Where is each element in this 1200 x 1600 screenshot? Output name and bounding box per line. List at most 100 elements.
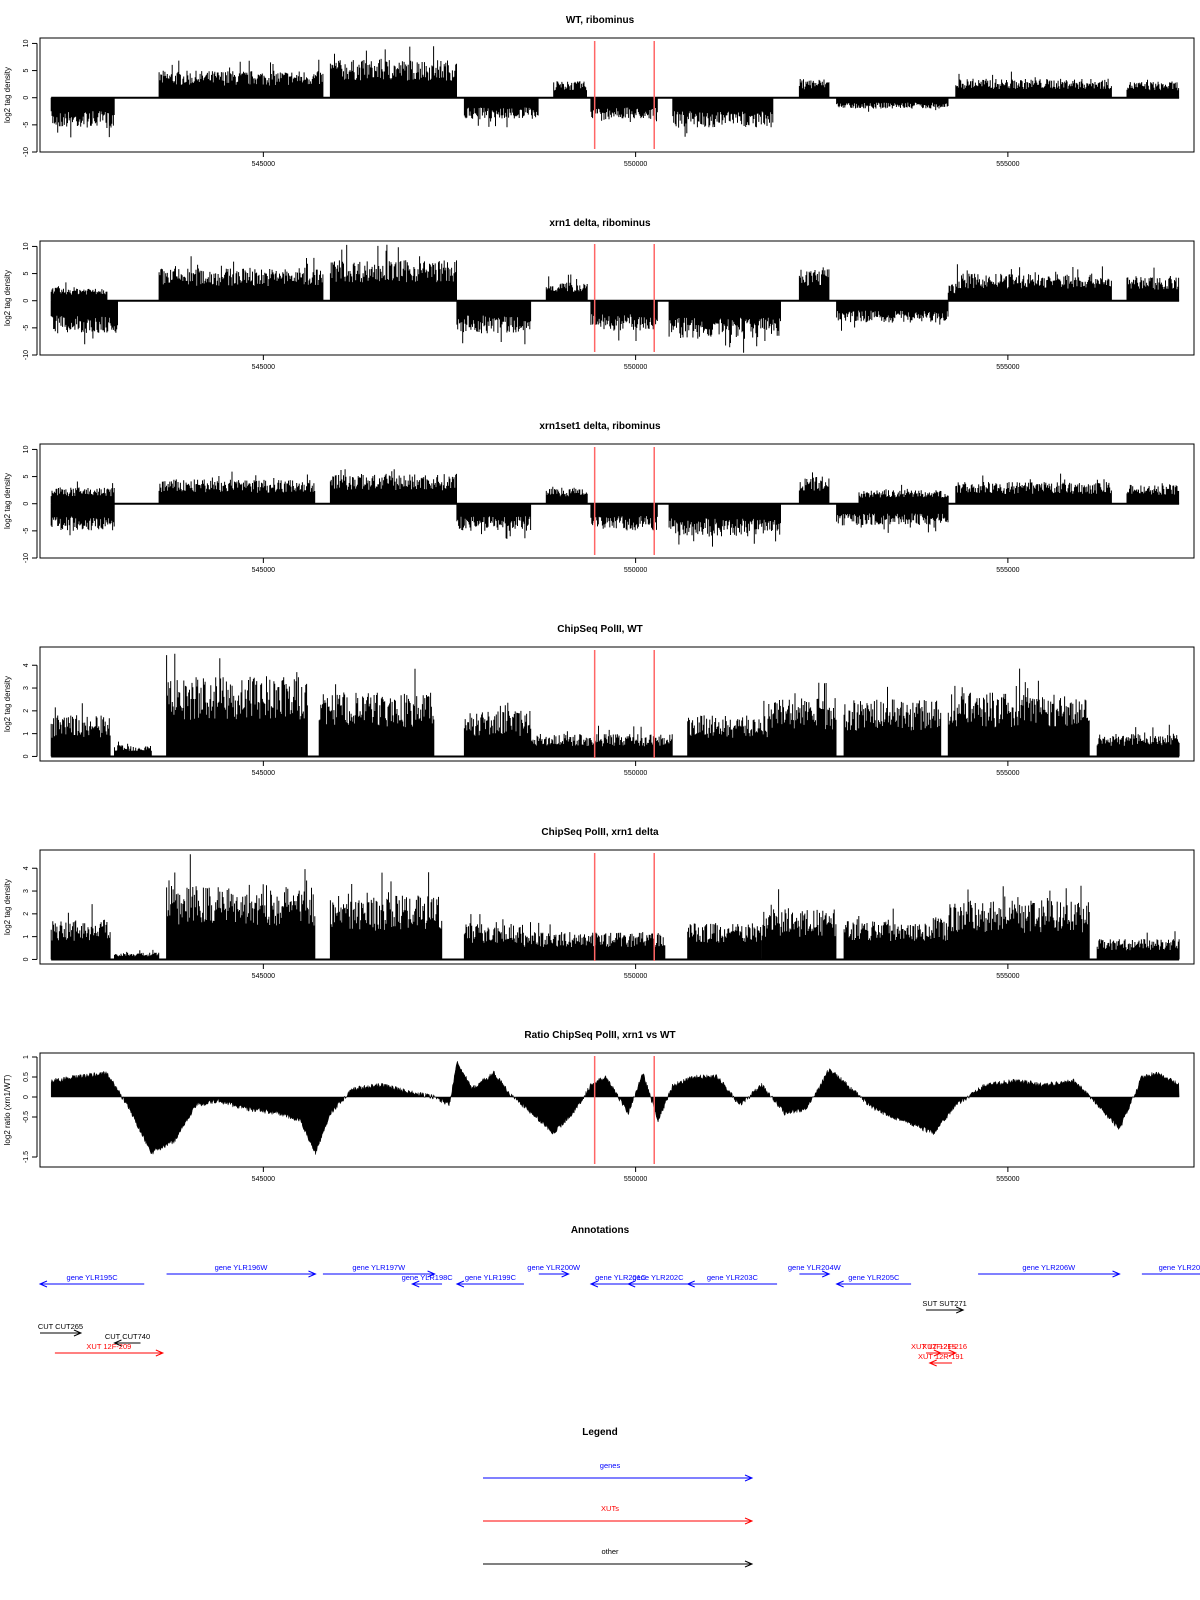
bar-segment [329, 469, 457, 504]
y-tick-label: 10 [23, 242, 30, 250]
legend-item-other: other [483, 1547, 754, 1568]
y-tick-label: -5 [23, 528, 30, 534]
legend-arrow-head [744, 1517, 754, 1525]
feature-arrow-head [626, 1280, 636, 1288]
feature-label: SUT SUT271 [922, 1299, 966, 1308]
bar-segment [114, 741, 152, 757]
feature-arrow-head [427, 1270, 436, 1278]
bar-series [50, 653, 1180, 757]
bar-segment [843, 686, 942, 757]
panel-5: Ratio ChipSeq PolII, xrn1 vs WT log2 rati… [3, 1030, 1195, 1183]
bar-segment [761, 889, 837, 960]
bar-segment [463, 914, 524, 960]
y-tick-label: -10 [23, 350, 30, 360]
feature-label: XUT 12R-191 [918, 1352, 964, 1361]
feature-label: gene YLR207W [1159, 1263, 1200, 1272]
y-tick-label: 4 [23, 866, 30, 870]
x-tick-label: 550000 [624, 567, 647, 574]
bar-segment [158, 59, 324, 98]
bar-segment [590, 503, 658, 531]
bar-segment [687, 923, 762, 960]
feature-gene: gene YLR196W [166, 1263, 317, 1278]
bar-segment [329, 872, 443, 960]
feature-arrow-head [928, 1359, 937, 1367]
feature-arrow-head [38, 1280, 48, 1288]
legend-item-gene: genes [483, 1461, 754, 1482]
feature-arrow-head [948, 1349, 958, 1357]
x-tick-label: 550000 [624, 364, 647, 371]
feature-arrow-head [155, 1349, 165, 1357]
feature-gene: gene YLR206W [978, 1263, 1121, 1278]
feature-arrow-head [589, 1280, 599, 1288]
bar-series [50, 1060, 1180, 1155]
bar-segment [668, 503, 781, 547]
x-tick-label: 550000 [624, 973, 647, 980]
bar-segment [329, 244, 457, 301]
feature-label: gene YLR200W [527, 1263, 581, 1272]
x-tick-label: 545000 [252, 1176, 275, 1183]
y-axis-label: log2 tag density [3, 270, 12, 326]
y-tick-label: 0 [23, 754, 30, 758]
bar-segment [590, 300, 658, 341]
panel-title: Ratio ChipSeq PolII, xrn1 vs WT [524, 1030, 675, 1041]
y-tick-label: 1 [23, 935, 30, 939]
bar-series [50, 244, 1180, 353]
y-tick-label: 1 [23, 732, 30, 736]
y-axis-label: log2 ratio (xrn1/WT) [3, 1074, 12, 1145]
bar-segment [1126, 267, 1180, 301]
bar-segment [158, 471, 316, 504]
feature-arrow-head [956, 1306, 965, 1314]
legend-label: XUTs [601, 1504, 619, 1513]
feature-xut: XUT 12F-209 [54, 1342, 165, 1357]
annotations-title: Annotations [571, 1225, 630, 1236]
feature-label: gene YLR206W [1022, 1263, 1076, 1272]
bar-series [50, 469, 1180, 547]
bar-segment [798, 267, 830, 301]
feature-label: gene YLR196W [215, 1263, 269, 1272]
feature-arrow-head [835, 1280, 844, 1288]
feature-label: gene YLR201C [595, 1273, 647, 1282]
panel-1: xrn1 delta, ribominus log2 tag density 10 5… [3, 218, 1195, 371]
feature-label: gene YLR204W [788, 1263, 842, 1272]
legend: Legend genes XUTs other [483, 1427, 754, 1568]
bar-segment [50, 97, 115, 138]
y-tick-label: -1.5 [23, 1151, 30, 1163]
bar-segment [836, 300, 949, 331]
y-axis-label: log2 tag density [3, 67, 12, 123]
y-tick-label: 0 [23, 957, 30, 961]
feature-label: gene YLR205C [848, 1273, 900, 1282]
legend-title: Legend [582, 1427, 618, 1438]
y-tick-label: 10 [23, 39, 30, 47]
panel-title: ChipSeq PolII, WT [557, 624, 643, 635]
y-tick-label: 0 [23, 96, 30, 100]
panel-2: xrn1set1 delta, ribominus log2 tag densit… [3, 421, 1195, 574]
bar-segment [769, 682, 837, 757]
feature-xut: XUT 12R-191 [918, 1352, 964, 1367]
feature-arrow-head [308, 1270, 317, 1278]
annotations-track: Annotations gene YLR195C gene YLR196W gene… [38, 1225, 1200, 1367]
bar-segment [955, 71, 1112, 98]
bar-segment [456, 300, 532, 345]
feature-arrow-head [113, 1339, 122, 1347]
bar-segment [947, 284, 957, 301]
bar-segment [1096, 931, 1180, 960]
feature-arrow-head [455, 1280, 465, 1288]
legend-label: other [601, 1547, 619, 1556]
feature-gene: gene YLR202C [626, 1273, 688, 1288]
x-tick-label: 555000 [996, 770, 1019, 777]
feature-label: gene YLR199C [465, 1273, 517, 1282]
panel-3: ChipSeq PolII, WT log2 tag density 4 3 2 1 0 54… [3, 624, 1195, 777]
bar-segment [798, 472, 830, 504]
bar-segment [955, 473, 1112, 504]
bar-segment [50, 904, 111, 960]
x-tick-label: 545000 [252, 973, 275, 980]
y-tick-label: 10 [23, 445, 30, 453]
bar-segment [687, 700, 771, 757]
bar-segment [553, 81, 587, 98]
bar-segment [463, 97, 539, 128]
bar-segment [166, 653, 308, 757]
y-tick-label: 5 [23, 475, 30, 479]
plot-frame [39, 849, 1195, 965]
feature-gene: gene YLR195C [38, 1273, 145, 1288]
